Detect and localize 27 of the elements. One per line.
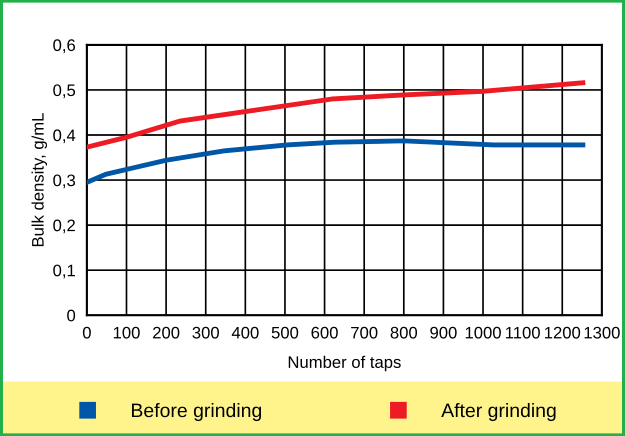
x-tick-label: 1300 — [584, 326, 620, 339]
y-tick-label: 0,3 — [53, 174, 76, 188]
x-tick-label: 200 — [153, 326, 180, 339]
y-axis-title: Bulk density, g/mL — [32, 113, 48, 246]
x-tick-label: 400 — [232, 326, 259, 339]
x-tick-label: 1000 — [466, 326, 501, 339]
y-tick-label: 0,4 — [53, 129, 76, 144]
x-tick-label: 500 — [272, 326, 298, 339]
y-tick-label: 0,6 — [53, 39, 76, 54]
x-axis-title: Number of taps — [288, 356, 401, 372]
x-tick-label: 1200 — [544, 326, 580, 339]
x-tick-label: 1100 — [506, 326, 540, 339]
legend-label: After grinding — [441, 402, 556, 422]
line-series — [86, 138, 586, 185]
x-tick-label: 600 — [312, 326, 338, 339]
x-tick-label: 100 — [114, 326, 140, 339]
y-tick-label: 0,5 — [53, 84, 76, 98]
y-tick-label: 0,2 — [53, 220, 75, 234]
x-tick-label: 800 — [390, 326, 418, 339]
y-tick-label: 0,1 — [53, 264, 75, 278]
line-series — [86, 80, 586, 150]
x-tick-label: 300 — [192, 326, 219, 339]
y-tick-label: 0 — [67, 310, 76, 322]
x-tick-label: 900 — [430, 326, 457, 339]
x-tick-label: 700 — [351, 326, 378, 339]
legend-label: Before grinding — [132, 402, 262, 422]
x-tick-label: 0 — [82, 326, 91, 339]
